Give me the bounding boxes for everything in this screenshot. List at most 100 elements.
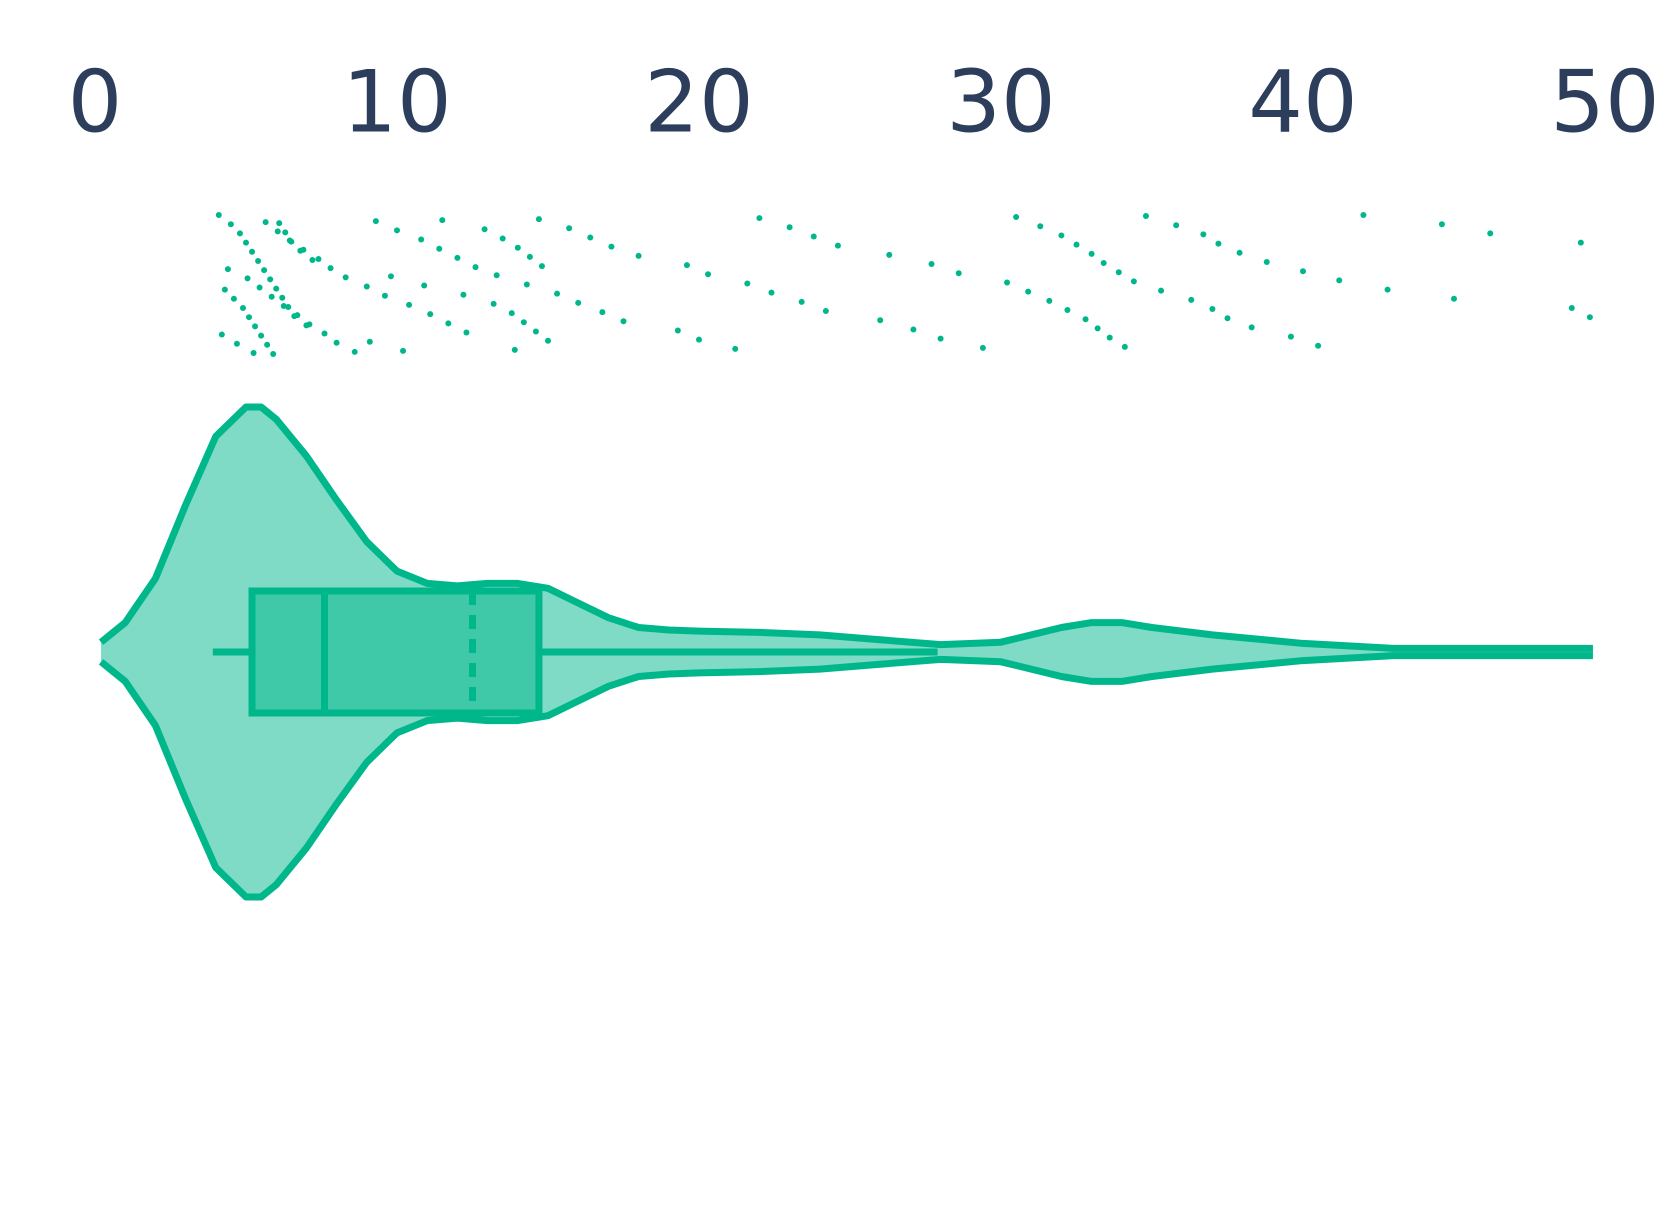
point	[481, 226, 488, 233]
point	[381, 292, 388, 299]
point	[1336, 277, 1343, 284]
point	[490, 300, 497, 307]
point	[439, 217, 446, 224]
point	[256, 284, 263, 291]
point	[1263, 259, 1270, 266]
point	[635, 252, 642, 259]
point	[270, 350, 277, 357]
point	[810, 233, 817, 240]
violin-outline	[98, 652, 1593, 901]
point	[523, 281, 530, 288]
point	[1215, 240, 1222, 247]
point	[1082, 316, 1089, 323]
point	[227, 221, 234, 228]
point	[798, 298, 805, 305]
point	[1064, 307, 1071, 314]
point	[1487, 230, 1494, 237]
point	[427, 311, 434, 318]
point	[566, 225, 573, 232]
point	[463, 329, 470, 336]
point	[250, 349, 257, 356]
point	[363, 283, 370, 290]
point	[1094, 325, 1101, 332]
point	[786, 224, 793, 231]
point	[822, 308, 829, 315]
point	[1384, 286, 1391, 293]
point	[300, 246, 307, 253]
point	[333, 339, 340, 346]
point	[705, 271, 712, 278]
point	[472, 264, 479, 271]
point	[955, 270, 962, 277]
point	[514, 244, 521, 251]
point	[608, 243, 615, 250]
point	[587, 234, 594, 241]
point	[834, 242, 841, 249]
point	[315, 255, 322, 262]
point	[532, 328, 539, 335]
point	[520, 319, 527, 326]
x-tick-label: 30	[946, 52, 1055, 152]
x-tick-label: 40	[1248, 52, 1357, 152]
point	[1158, 287, 1165, 294]
point	[1224, 315, 1231, 322]
point	[258, 332, 265, 339]
point	[1037, 223, 1044, 230]
point	[246, 314, 253, 321]
point	[351, 348, 358, 355]
point	[1025, 288, 1032, 295]
point	[221, 286, 228, 293]
point	[224, 266, 231, 273]
point	[1577, 239, 1584, 246]
point	[1438, 221, 1445, 228]
point	[526, 253, 533, 260]
point	[696, 336, 702, 343]
point	[1173, 222, 1180, 229]
point	[286, 237, 293, 244]
point	[599, 309, 606, 316]
point	[937, 335, 944, 342]
point	[979, 344, 986, 351]
x-tick-label: 0	[68, 52, 123, 152]
point	[261, 267, 268, 274]
point	[545, 337, 551, 344]
point	[239, 304, 246, 311]
point	[1106, 334, 1113, 341]
point	[1121, 343, 1128, 350]
point	[418, 236, 425, 243]
point	[1004, 279, 1011, 286]
point	[282, 229, 289, 236]
point	[309, 256, 316, 263]
point	[249, 248, 256, 255]
point	[1315, 342, 1322, 349]
point	[1142, 213, 1149, 220]
point	[262, 219, 269, 226]
x-tick-label: 10	[342, 52, 451, 152]
point	[294, 312, 301, 319]
x-tick-label: 50	[1550, 52, 1659, 152]
point	[683, 262, 690, 269]
point	[372, 218, 379, 225]
point	[1209, 306, 1216, 313]
point	[538, 263, 545, 270]
point	[910, 326, 917, 333]
point	[264, 341, 271, 348]
point	[1058, 232, 1065, 239]
point	[1073, 241, 1080, 248]
point	[1115, 269, 1122, 276]
point	[1248, 324, 1255, 331]
point	[244, 275, 251, 282]
point	[255, 257, 262, 264]
point	[554, 290, 561, 297]
point	[928, 261, 935, 268]
point	[1200, 231, 1207, 238]
point	[280, 302, 287, 309]
point	[406, 301, 413, 308]
point	[1013, 214, 1020, 221]
point	[508, 310, 515, 317]
point	[394, 227, 400, 234]
point	[1568, 304, 1575, 311]
point	[886, 251, 893, 258]
